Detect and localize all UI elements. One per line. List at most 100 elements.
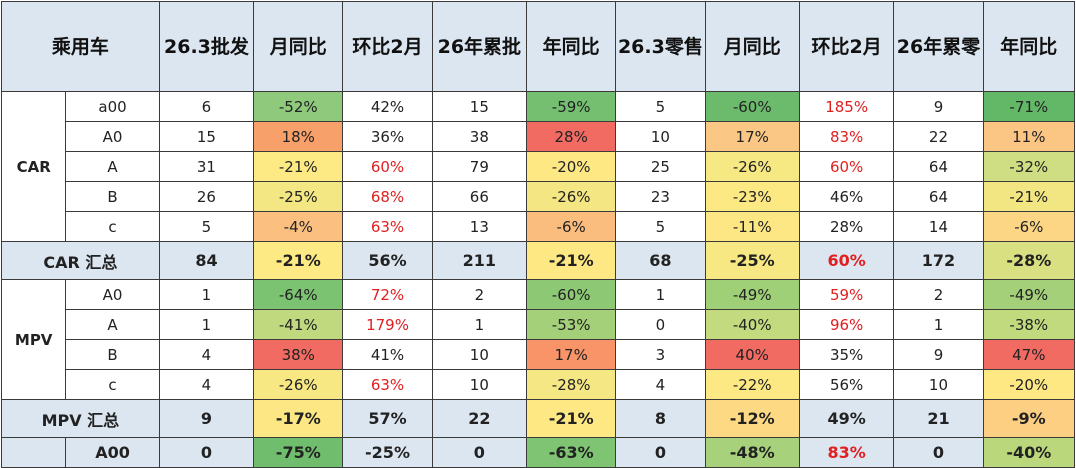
table-cell: 22	[431, 399, 528, 438]
table-cell: 22	[893, 121, 984, 152]
table-cell: 46%	[798, 181, 895, 212]
table-cell: -40%	[704, 309, 800, 340]
header-cell: 乘用车	[1, 1, 160, 92]
summary-row: CAR 汇总 84 -21% 56% 211 -21% 68 -25% 60% 172 -28%	[1, 241, 1076, 280]
table-row: A 1 -41% 179% 1 -53% 0 -40% 96% 1 -38%	[2, 309, 1076, 340]
table-cell: 10	[893, 369, 984, 400]
table-cell: 56%	[342, 241, 433, 280]
header-cell: 月同比	[253, 1, 344, 92]
table-cell: 2	[431, 279, 528, 310]
table-row: c 4 -26% 63% 10 -28% 4 -22% 56% 10 -20%	[2, 369, 1076, 400]
table-cell: -53%	[526, 309, 617, 340]
summary-label: CAR 汇总	[1, 241, 160, 280]
table-cell: -75%	[253, 437, 344, 468]
table-cell: 84	[158, 241, 255, 280]
table-cell: A0	[65, 121, 160, 152]
table-cell: -49%	[704, 279, 800, 310]
table-cell: 21	[893, 399, 984, 438]
table-cell: 47%	[982, 339, 1076, 370]
table-cell: -60%	[704, 91, 800, 122]
table-cell: -32%	[982, 151, 1076, 182]
table-cell: -4%	[253, 211, 344, 242]
table-cell: A00	[65, 437, 160, 468]
table-cell: -25%	[253, 181, 344, 212]
category-label: MPV	[0, 279, 67, 400]
table-cell: 35%	[798, 339, 895, 370]
table-cell: 14	[893, 211, 984, 242]
table-cell: A	[65, 309, 160, 340]
table-cell: 72%	[342, 279, 433, 310]
table-cell: 68%	[342, 181, 433, 212]
table-row: CAR a00 6 -52% 42% 15 -59% 5 -60% 185% 9 -71%	[0, 91, 1076, 242]
table-cell: 1	[615, 279, 706, 310]
table-cell: c	[65, 369, 160, 400]
table-cell: 0	[431, 437, 528, 468]
table-cell: 83%	[798, 121, 895, 152]
table-cell: 41%	[342, 339, 433, 370]
table-cell: 9	[893, 91, 984, 122]
table-cell: 6	[158, 91, 255, 122]
table-cell: 18%	[253, 121, 344, 152]
table-cell: -60%	[526, 279, 617, 310]
table-cell: 38	[431, 121, 528, 152]
table-cell: -21%	[982, 181, 1076, 212]
table-cell: -63%	[526, 437, 617, 468]
table-cell: -25%	[342, 437, 433, 468]
table-cell: -20%	[982, 369, 1076, 400]
table-cell: -21%	[253, 151, 344, 182]
table-cell: 10	[431, 369, 528, 400]
header-cell: 环比2月	[342, 1, 433, 92]
table-cell: 5	[615, 211, 706, 242]
table-cell: 15	[158, 121, 255, 152]
header-cell: 年同比	[982, 1, 1076, 92]
table-cell: -28%	[526, 369, 617, 400]
table-row: B 4 38% 41% 10 17% 3 40% 35% 9 47%	[2, 339, 1076, 370]
table-cell: 3	[615, 339, 706, 370]
table-cell: -41%	[253, 309, 344, 340]
header-row: 乘用车 26.3批发 月同比 环比2月 26年累批 年同比 26.3零售 月同比…	[1, 1, 1076, 92]
summary-row: MPV 汇总 9 -17% 57% 22 -21% 8 -12% 49% 21 -9%	[1, 399, 1076, 438]
table-row: c 5 -4% 63% 13 -6% 5 -11% 28% 14 -6%	[2, 211, 1076, 242]
table-cell: -71%	[982, 91, 1076, 122]
table-cell: -25%	[704, 241, 800, 280]
table-cell: 172	[893, 241, 984, 280]
table-cell: 5	[615, 91, 706, 122]
table-cell: -52%	[253, 91, 344, 122]
table-cell: -6%	[982, 211, 1076, 242]
table-cell: -22%	[704, 369, 800, 400]
table-row: MPV A0 1 -64% 72% 2 -60% 1 -49% 59% 2 -49%	[0, 279, 1076, 400]
table-cell: -21%	[253, 241, 344, 280]
table-cell: 0	[615, 437, 706, 468]
table-cell: 56%	[798, 369, 895, 400]
table-cell: -11%	[704, 211, 800, 242]
summary-label: MPV 汇总	[1, 399, 160, 438]
table-cell: -48%	[704, 437, 800, 468]
table-cell: 10	[615, 121, 706, 152]
table-cell: A	[65, 151, 160, 182]
table-cell: 10	[431, 339, 528, 370]
header-cell: 环比2月	[798, 1, 895, 92]
table-cell: 9	[893, 339, 984, 370]
table-row: A 31 -21% 60% 79 -20% 25 -26% 60% 64 -32%	[2, 151, 1076, 182]
table-cell: 38%	[253, 339, 344, 370]
table-cell: 60%	[342, 151, 433, 182]
table-cell: 31	[158, 151, 255, 182]
table-cell: 63%	[342, 369, 433, 400]
table-cell: 49%	[798, 399, 895, 438]
table-cell: 179%	[342, 309, 433, 340]
category-label: CAR	[0, 91, 67, 242]
table-cell: 13	[431, 211, 528, 242]
table-cell: -26%	[253, 369, 344, 400]
table-cell: 185%	[798, 91, 895, 122]
table-cell: 0	[615, 309, 706, 340]
table-cell: A0	[65, 279, 160, 310]
table-cell: -21%	[526, 399, 617, 438]
table-cell: 25	[615, 151, 706, 182]
category-label	[0, 437, 67, 468]
table-cell: 1	[431, 309, 528, 340]
table-row: A00 0 -75% -25% 0 -63% 0 -48% 83% 0 -40%	[0, 437, 1076, 468]
table-cell: 0	[893, 437, 984, 468]
table-cell: 8	[615, 399, 706, 438]
header-cell: 26年累零	[893, 1, 984, 92]
